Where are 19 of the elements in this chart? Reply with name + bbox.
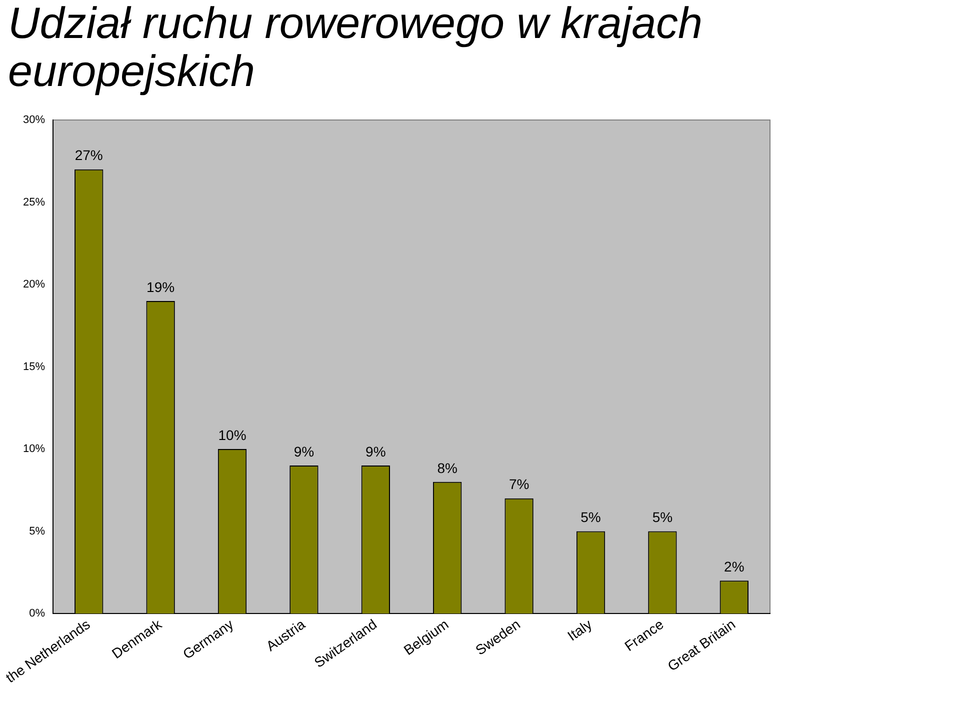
data-label: 2%	[724, 558, 744, 574]
chart-title: Udział ruchu rowerowego w krajach europejskich	[8, 0, 704, 96]
data-label: 7%	[508, 476, 530, 492]
y-tick-label: 25%	[22, 196, 46, 208]
y-tick-label: 0%	[29, 608, 46, 620]
data-label: 5%	[652, 509, 673, 526]
data-label: 5%	[580, 509, 601, 526]
data-label: 27%	[74, 147, 103, 164]
y-tick-label: 20%	[22, 278, 46, 291]
y-tick-label: 30%	[22, 114, 46, 126]
data-label: 19%	[146, 278, 175, 295]
x-tick-label: Italy	[564, 616, 595, 644]
data-label: 9%	[366, 443, 386, 460]
y-tick-label: 15%	[22, 360, 46, 373]
data-label: 8%	[437, 460, 458, 476]
y-tick-label: 5%	[29, 525, 46, 538]
data-label: 10%	[218, 426, 246, 443]
y-tick-label: 10%	[22, 443, 46, 456]
data-label: 9%	[294, 443, 314, 460]
